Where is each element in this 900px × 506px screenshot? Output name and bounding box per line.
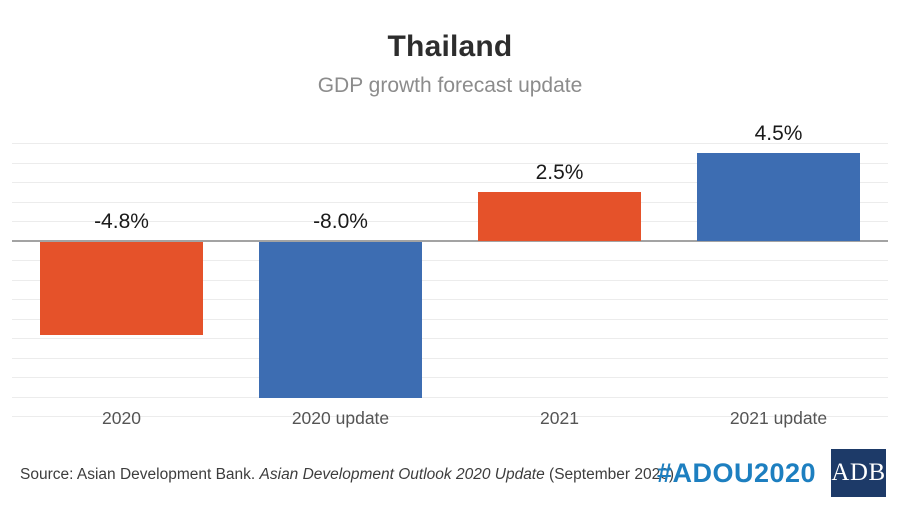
hashtag: #ADOU2020 bbox=[657, 458, 817, 488]
zero-axis-line bbox=[12, 239, 888, 242]
bar-value-label: 2.5% bbox=[535, 160, 584, 184]
bar-2020 bbox=[40, 241, 203, 336]
source-suffix: (September 2020) bbox=[544, 466, 674, 483]
gridline bbox=[12, 318, 888, 320]
gridline bbox=[12, 182, 888, 183]
x-axis-label: 2020 bbox=[102, 408, 141, 428]
gridline bbox=[12, 143, 888, 144]
bar-2021 bbox=[478, 191, 641, 241]
adb-logo: ADB bbox=[831, 449, 886, 497]
source-text: Source: Asian Development Bank. Asian De… bbox=[20, 466, 674, 484]
bar-2021-update bbox=[697, 152, 860, 241]
bar-value-label: 4.5% bbox=[754, 121, 803, 145]
bar-value-label: -4.8% bbox=[94, 209, 149, 233]
gridline bbox=[12, 338, 888, 339]
gridline bbox=[12, 396, 888, 398]
gridline bbox=[12, 299, 888, 300]
x-axis-label: 2021 bbox=[540, 408, 579, 428]
gridline bbox=[12, 377, 888, 378]
gridline bbox=[12, 416, 888, 417]
x-axis-label: 2021 update bbox=[729, 408, 828, 428]
x-axis-label: 2020 update bbox=[291, 408, 390, 428]
bar-value-label: -8.0% bbox=[313, 209, 368, 233]
adb-logo-text: ADB bbox=[831, 459, 886, 486]
gridline bbox=[12, 221, 888, 222]
gridline bbox=[12, 357, 888, 359]
source-publication: Asian Development Outlook 2020 Update bbox=[259, 466, 545, 483]
bar-2020-update bbox=[259, 241, 422, 398]
gridline bbox=[12, 260, 888, 261]
gridline bbox=[12, 279, 888, 281]
page-title: Thailand bbox=[387, 30, 513, 63]
page-subtitle: GDP growth forecast update bbox=[317, 74, 583, 97]
gridline bbox=[12, 162, 888, 164]
gridline bbox=[12, 201, 888, 203]
source-prefix: Source: Asian Development Bank. bbox=[20, 466, 260, 483]
